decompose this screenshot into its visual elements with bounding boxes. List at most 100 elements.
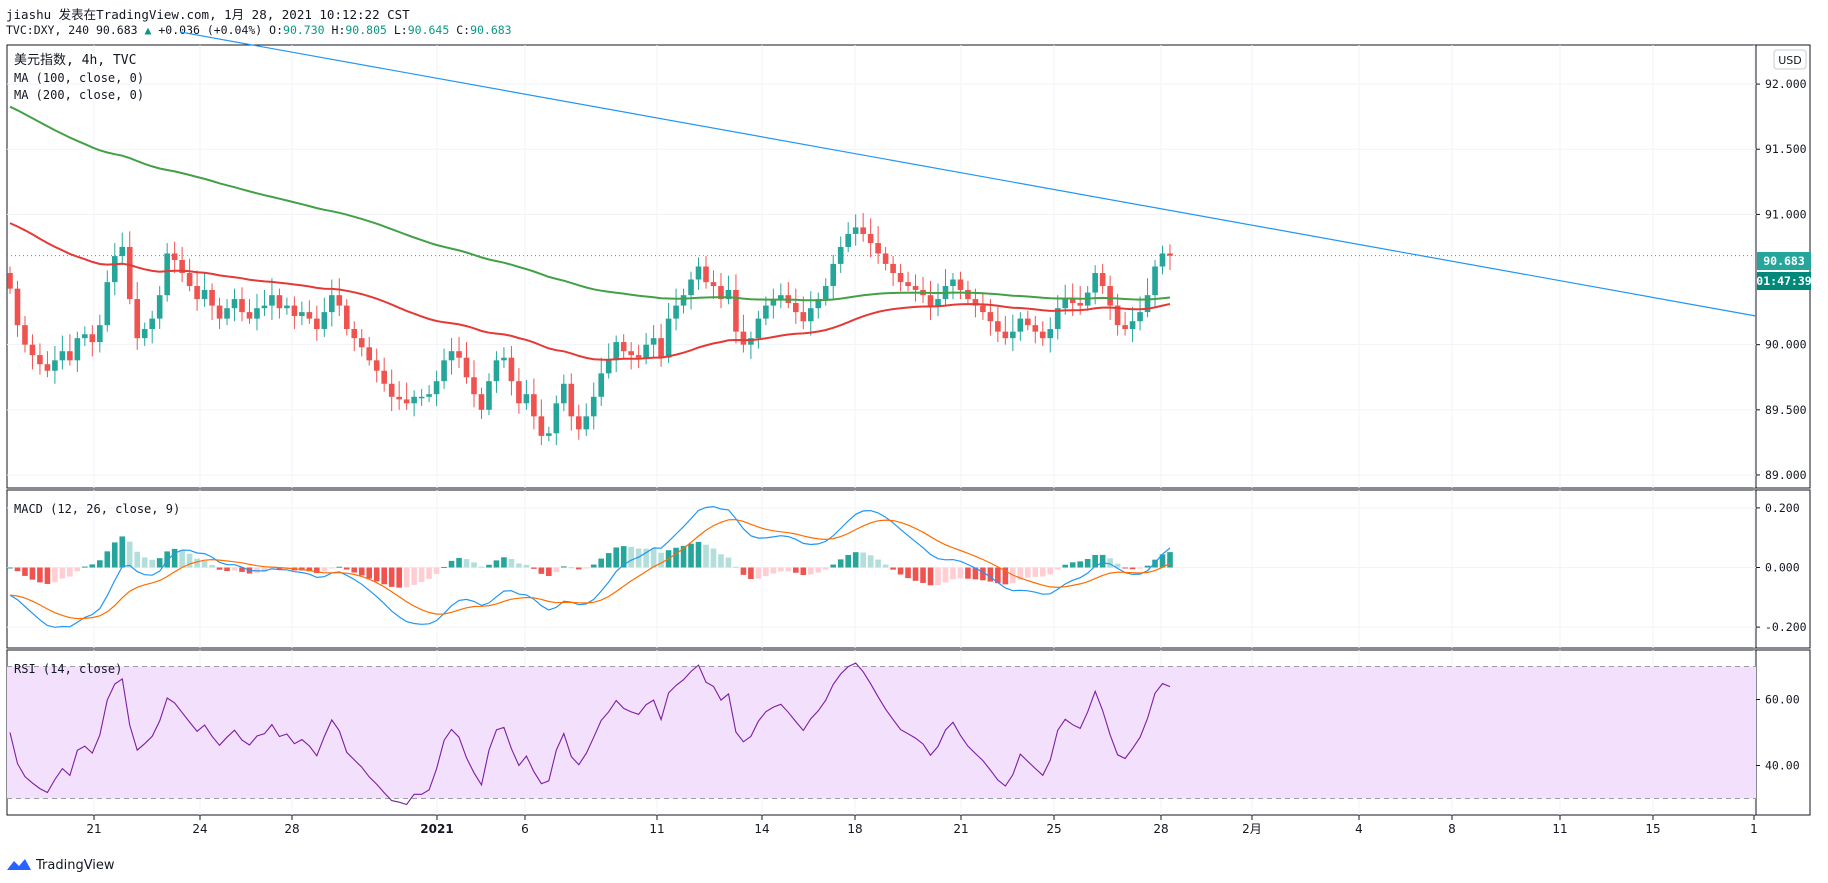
macd-histogram-bar (583, 567, 590, 569)
macd-histogram-bar (815, 567, 822, 573)
low-label: L: (393, 23, 408, 37)
macd-histogram-bar (1084, 558, 1091, 568)
candle-body (725, 289, 732, 300)
symbol-text: TVC:DXY, 240 90.683 (6, 23, 138, 37)
candle-body (209, 289, 215, 306)
x-tick-label: 2月 (1242, 822, 1262, 836)
candle-body (89, 334, 96, 343)
candle-body (7, 273, 13, 289)
candle-body (29, 344, 36, 356)
moving-averages (9, 105, 1171, 361)
rsi-band (7, 666, 1756, 799)
candle-body (59, 351, 66, 361)
macd-histogram-bar (942, 567, 949, 583)
rsi-band-fill (7, 666, 1756, 799)
candle-body (74, 338, 81, 361)
macd-histogram-bar (104, 551, 111, 568)
signal-line (9, 518, 1171, 620)
macd-histogram-bar (1002, 567, 1009, 585)
y-tick-label: 91.000 (1765, 207, 1807, 221)
candle-body (501, 357, 507, 361)
candle-body (598, 373, 605, 397)
y-tick-label: 89.000 (1765, 468, 1807, 482)
candle-body (650, 338, 657, 345)
macd-histogram-bar (882, 564, 889, 568)
macd-histogram-bar (1092, 554, 1098, 568)
candle-body (67, 351, 73, 361)
candle-body (822, 286, 829, 300)
macd-histogram-bar (67, 567, 73, 577)
macd-histogram-bar (822, 567, 829, 570)
candle-body (575, 416, 582, 430)
macd-histogram-bar (538, 567, 545, 574)
macd-histogram-bar (486, 564, 492, 568)
macd-histogram-bar (501, 557, 507, 568)
candle-body (1152, 266, 1158, 296)
ohlc-bar: TVC:DXY, 240 90.683 ▲ +0.036 (+0.04%) O:… (6, 23, 512, 37)
high-label: H: (331, 23, 346, 37)
ma100-legend: MA (100, close, 0) (14, 71, 144, 85)
candle-body (628, 351, 634, 356)
macd-histogram-bar (254, 567, 260, 573)
candle-body (314, 318, 320, 330)
candle-body (546, 433, 552, 436)
macd-histogram-bar (201, 560, 208, 568)
candle-body (104, 282, 111, 326)
macd-histogram-bar (1069, 562, 1076, 568)
footer: TradingView (6, 857, 115, 873)
macd-histogram-bar (134, 551, 141, 568)
currency-badge[interactable] (1773, 49, 1807, 70)
macd-histogram-bar (508, 559, 515, 568)
candle-body (950, 279, 956, 287)
candle-body (284, 305, 290, 309)
candle-body (186, 273, 193, 287)
candle-body (291, 305, 298, 317)
candle-body (995, 321, 1001, 332)
macd-histogram-bar (433, 567, 440, 574)
macd-histogram-bar (1047, 567, 1054, 575)
macd-histogram-bar (441, 566, 447, 568)
candle-body (231, 299, 238, 309)
candle-body (119, 246, 126, 257)
y-tick-label: 89.500 (1765, 403, 1807, 417)
footer-brand: TradingView (36, 857, 115, 873)
candle-body (1122, 325, 1128, 330)
rsi-pane-title: RSI (14, close) (14, 662, 122, 676)
macd-histogram-bar (1054, 567, 1061, 570)
candle-body (635, 355, 642, 358)
trendline-segment (179, 31, 1757, 317)
macd-histogram-bar (845, 554, 851, 568)
macd-histogram-bar (837, 559, 844, 568)
countdown-text: 01:47:39 (1756, 274, 1811, 288)
macd-histogram-bar (388, 567, 395, 587)
candle-body (426, 394, 432, 397)
candle-body (1144, 295, 1151, 313)
candle-body (276, 295, 283, 309)
macd-histogram-bar (568, 567, 575, 569)
y-tick-label: 92.000 (1765, 77, 1807, 91)
macd-histogram-bar (111, 542, 118, 568)
candle-body (710, 282, 717, 287)
macd-histogram-bar (897, 567, 904, 575)
macd-histogram-bar (396, 567, 402, 588)
y-tick-label: 91.500 (1765, 142, 1807, 156)
x-tick-label: 11 (649, 822, 664, 836)
macd-histogram-bar (314, 567, 320, 574)
candle-body (882, 253, 889, 264)
x-tick-label: 14 (754, 822, 769, 836)
candles (7, 213, 1756, 446)
macd-histogram-bar (613, 547, 619, 568)
macd-histogram-bar (718, 554, 724, 568)
candle-body (561, 383, 567, 404)
candle-body (254, 308, 260, 319)
macd-histogram-bar (875, 559, 881, 568)
macd-histogram-bar (1032, 567, 1039, 577)
macd-histogram-bar (807, 567, 814, 575)
macd-histogram-bar (763, 567, 769, 577)
trendline[interactable] (179, 31, 1757, 317)
candle-body (972, 299, 979, 306)
candle-body (403, 399, 410, 404)
main-pane-title: 美元指数, 4h, TVC (14, 53, 136, 68)
candle-body (538, 416, 545, 436)
